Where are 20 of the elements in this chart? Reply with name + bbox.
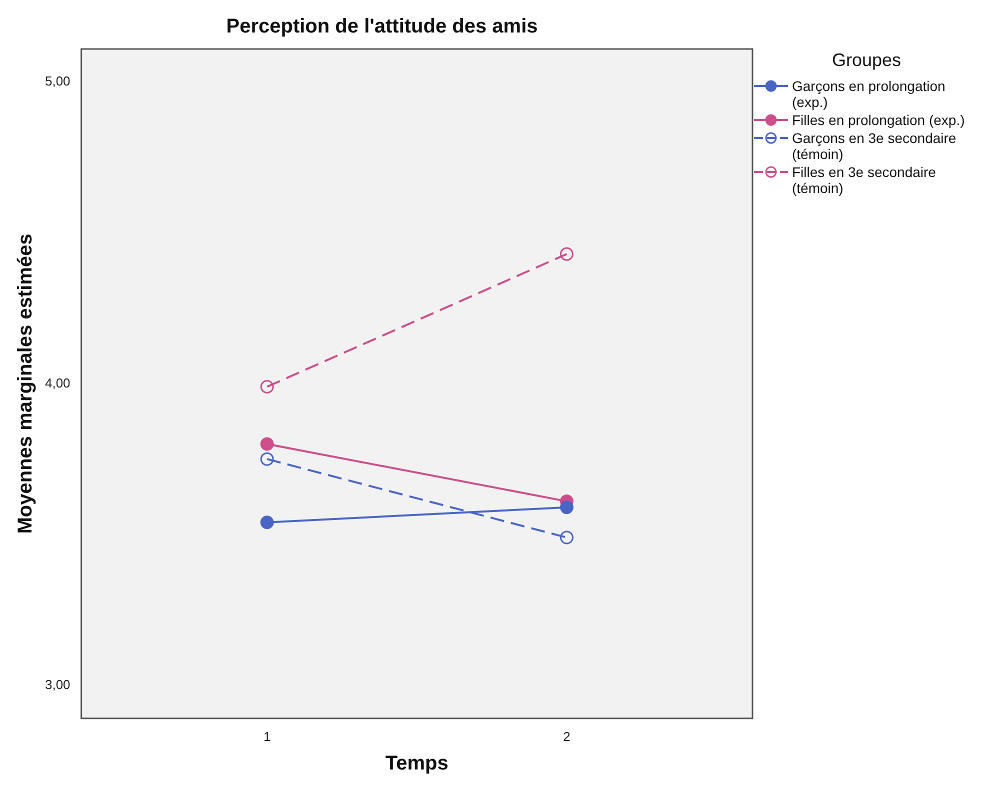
point <box>260 380 274 394</box>
legend-title: Groupes <box>830 50 902 70</box>
legend-label: Filles en 3e secondaire (témoin) <box>792 164 937 196</box>
point <box>560 500 574 514</box>
y-axis-title: Moyennes marginales estimées <box>14 234 37 534</box>
legend-label: Garçons en prolongation (exp.) <box>792 78 946 110</box>
point <box>260 437 274 451</box>
legend-label: Garçons en 3e secondaire (témoin) <box>792 130 958 162</box>
y-tick-label: 4,00 <box>44 375 70 390</box>
point <box>560 247 574 261</box>
legend-label: Filles en prolongation (exp.) <box>792 112 965 128</box>
x-tick-label: 1 <box>263 728 271 744</box>
x-tick-label: 2 <box>563 728 570 744</box>
point <box>260 516 274 530</box>
point <box>560 530 574 544</box>
y-tick-label: 5,00 <box>44 74 70 89</box>
x-axis-title: Temps <box>385 752 448 775</box>
chart-title: Perception de l'attitude des amis <box>226 16 538 38</box>
point <box>260 452 274 466</box>
y-tick-label: 3,00 <box>44 676 70 692</box>
